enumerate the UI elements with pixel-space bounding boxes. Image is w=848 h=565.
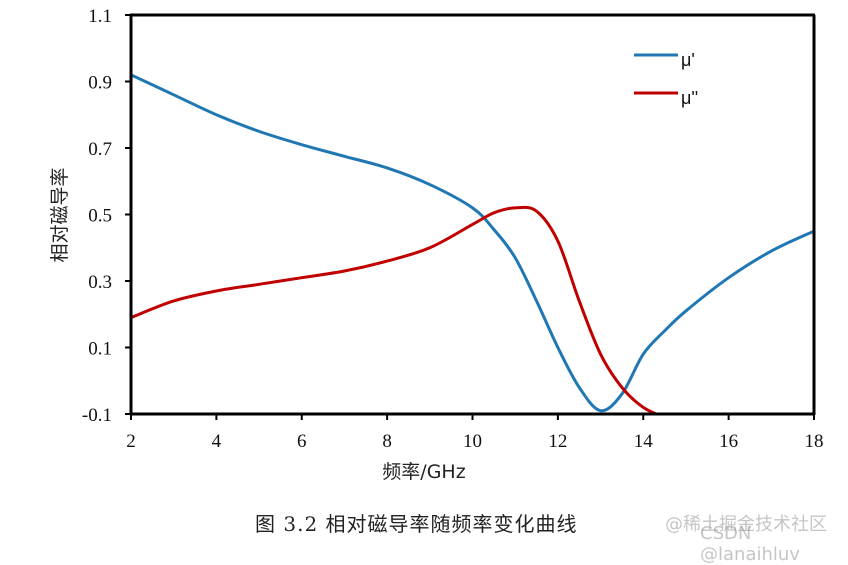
watermark-csdn: CSDN @lanaihluv bbox=[700, 523, 800, 565]
legend-label-mu-prime: μ' bbox=[681, 50, 695, 70]
series-line-mu-prime bbox=[131, 73, 814, 413]
chart: 2 4 6 8 10 12 14 16 18 -0.1 0.1 0.3 0.5 0.7 0.9 1.1 μ'… bbox=[49, 6, 824, 483]
legend-item-mu-double-prime: μ'' bbox=[634, 88, 698, 108]
x-tick-label: 2 bbox=[126, 431, 136, 452]
legend-label-mu-double-prime: μ'' bbox=[681, 88, 698, 108]
y-tick-label: 0.9 bbox=[88, 73, 112, 94]
x-tick-label: 6 bbox=[297, 431, 307, 452]
x-tick-label: 12 bbox=[548, 431, 567, 452]
x-tick-label: 14 bbox=[634, 431, 654, 452]
x-tick-label: 16 bbox=[719, 431, 738, 452]
x-tick-label: 10 bbox=[463, 431, 482, 452]
legend: μ' μ'' bbox=[634, 50, 698, 108]
y-tick-label: 0.5 bbox=[88, 206, 112, 227]
series-line-mu-double-prime bbox=[131, 205, 661, 414]
x-ticks: 2 4 6 8 10 12 14 16 18 bbox=[126, 414, 824, 452]
watermark-juejin: @稀土掘金技术社区 bbox=[665, 514, 827, 535]
y-tick-label: 0.1 bbox=[88, 339, 112, 360]
y-tick-label: 0.3 bbox=[88, 272, 112, 293]
legend-item-mu-prime: μ' bbox=[634, 50, 695, 70]
y-tick-label: 1.1 bbox=[88, 6, 112, 27]
figure-caption: 图 3.2 相对磁导率随频率变化曲线 bbox=[255, 512, 578, 536]
x-axis-title: 频率/GHz bbox=[382, 461, 465, 483]
y-tick-label: 0.7 bbox=[88, 139, 112, 160]
x-tick-label: 8 bbox=[382, 431, 392, 452]
x-tick-label: 18 bbox=[805, 431, 824, 452]
y-tick-label: -0.1 bbox=[82, 405, 112, 426]
plot-series bbox=[131, 73, 814, 414]
y-ticks: -0.1 0.1 0.3 0.5 0.7 0.9 1.1 bbox=[82, 6, 131, 426]
y-axis-title: 相对磁导率 bbox=[49, 167, 71, 262]
x-tick-label: 4 bbox=[212, 431, 222, 452]
